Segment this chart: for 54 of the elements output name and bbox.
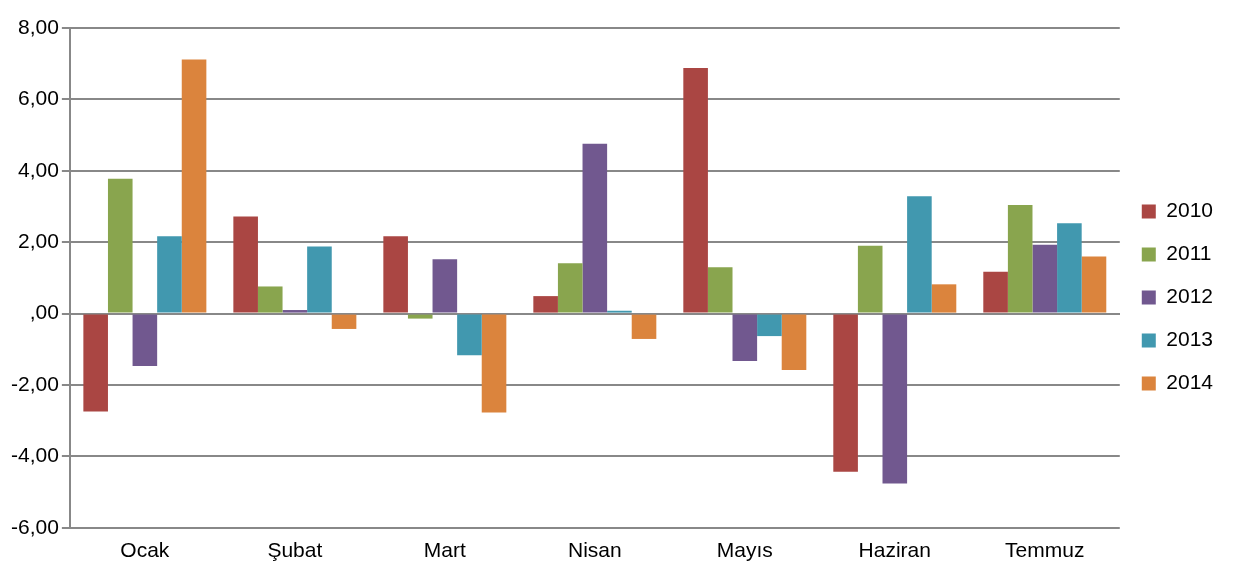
bar (707, 267, 733, 313)
bar (1032, 244, 1058, 313)
bar (882, 314, 908, 484)
bar (282, 310, 308, 313)
bar (157, 236, 182, 313)
bar (1007, 205, 1033, 313)
legend-label: 2014 (1166, 370, 1214, 394)
x-tick-label: Haziran (858, 538, 931, 562)
bar (931, 284, 957, 313)
y-tick-label: 8,00 (17, 14, 59, 38)
bar (1081, 256, 1107, 313)
bar (257, 286, 283, 313)
bar (83, 314, 108, 412)
bar (857, 245, 883, 313)
x-tick-label: Şubat (267, 538, 323, 562)
y-tick-label: 4,00 (17, 157, 59, 181)
bar (481, 314, 507, 413)
bar (457, 314, 482, 356)
bar (1057, 223, 1082, 313)
bar (533, 296, 558, 313)
x-tick-label: Mart (423, 538, 466, 562)
bar (132, 314, 158, 367)
bar (331, 314, 357, 329)
x-tick-label: Ocak (120, 538, 170, 562)
bar (233, 216, 258, 313)
y-tick-label: ,00 (29, 300, 59, 324)
y-tick-label: 6,00 (17, 86, 59, 110)
y-tick-label: -2,00 (10, 371, 59, 395)
y-tick-label: -6,00 (10, 514, 59, 538)
y-tick-label: 2,00 (17, 229, 59, 252)
legend-label: 2013 (1166, 327, 1213, 351)
bar (983, 271, 1008, 313)
bar (732, 314, 758, 362)
x-tick-label: Mayıs (716, 538, 773, 562)
bar (432, 259, 458, 313)
legend-label: 2012 (1166, 284, 1213, 308)
x-tick-label: Nisan (567, 538, 622, 562)
y-tick-label: -4,00 (10, 443, 59, 467)
bar (383, 236, 408, 313)
bar (833, 314, 858, 472)
bar (907, 196, 932, 313)
bar (781, 314, 807, 371)
bar (757, 314, 782, 337)
bar (307, 246, 332, 313)
bar (683, 67, 708, 313)
bar (181, 59, 207, 313)
bar (582, 143, 608, 313)
x-tick-label: Temmuz (1005, 538, 1085, 562)
bar (107, 178, 133, 313)
bar (631, 314, 657, 339)
legend-label: 2011 (1166, 241, 1212, 265)
bar (407, 314, 433, 319)
bar (557, 263, 583, 313)
legend-label: 2010 (1166, 198, 1213, 222)
